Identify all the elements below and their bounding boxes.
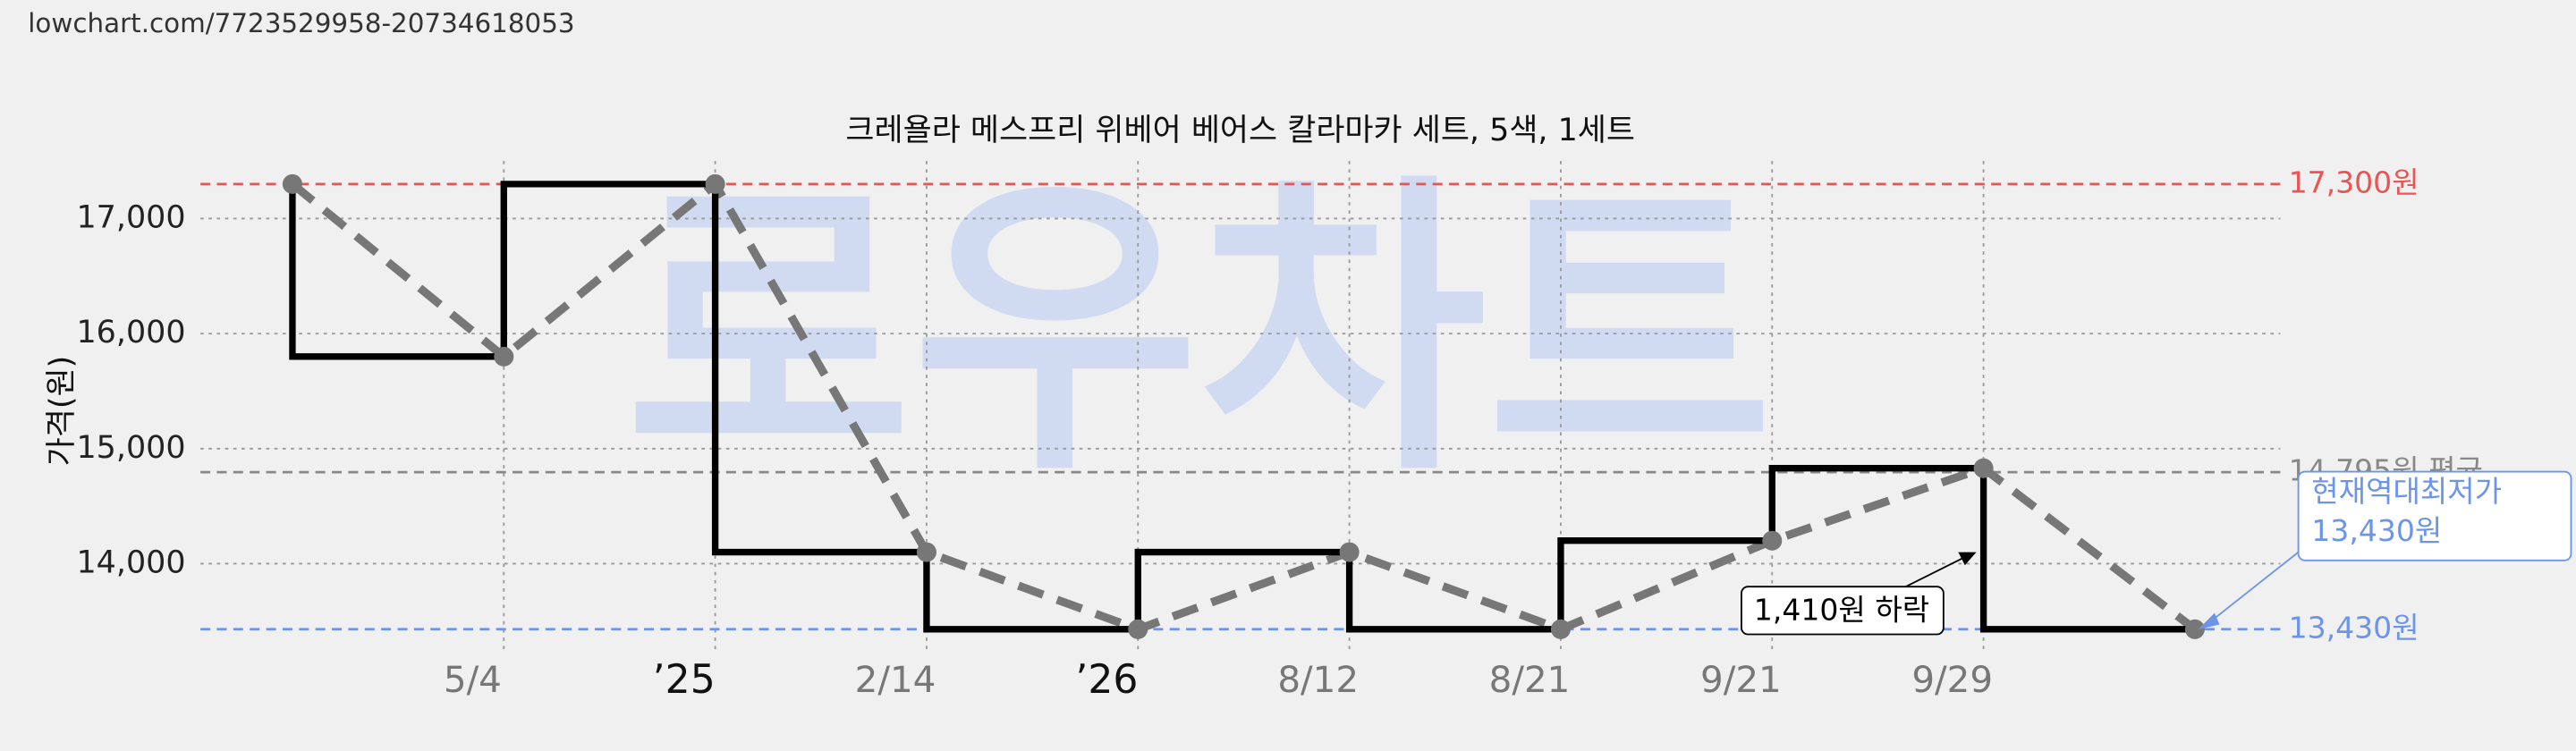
watermark: 로우차트 [625, 150, 1774, 513]
y-tick-label: 14,000 [76, 544, 185, 580]
x-tick-label: ’26 [1075, 657, 1138, 703]
annotation-text: 현재역대최저가 [2311, 474, 2502, 509]
step-segment [1557, 537, 1773, 629]
annotation-box [1741, 586, 1945, 636]
y-tick-label: 15,000 [76, 430, 185, 466]
x-tick-label: 8/21 [1489, 658, 1571, 701]
x-tick-label: 9/29 [1911, 658, 1993, 701]
y-tick-label: 16,000 [76, 315, 185, 350]
step-segment [500, 181, 716, 357]
point [916, 542, 936, 562]
x-tick-label: 8/12 [1277, 658, 1359, 701]
chart-title: 크레욜라 메스프리 위베어 베어스 칼라마카 세트, 5색, 1세트 [845, 113, 1635, 148]
arrow-head [2198, 612, 2220, 629]
step-segment [923, 552, 1139, 633]
point [494, 346, 514, 367]
url: lowchart.com/7723529958-20734618053 [28, 8, 574, 38]
point [1339, 542, 1360, 562]
annotation-arrow [1905, 554, 1969, 588]
step-segment [1134, 548, 1350, 629]
annotation-text: 1,410원 하락 [1754, 592, 1929, 627]
x-tick-label: 9/21 [1700, 658, 1782, 701]
annotation-arrow [2204, 551, 2300, 628]
x-tick-label: 2/14 [855, 658, 936, 701]
x-tick-label: ’25 [653, 657, 716, 703]
point [1550, 619, 1571, 639]
step-segment [711, 183, 927, 556]
point [705, 173, 725, 194]
trend-line [290, 177, 2198, 634]
step-segment [1768, 464, 1984, 541]
x-tick-label: 5/4 [444, 658, 502, 701]
reference-label: 13,430원 [2289, 610, 2419, 645]
point [1762, 530, 1783, 551]
arrow-head [1958, 552, 1977, 566]
point [2184, 619, 2205, 639]
point [282, 173, 302, 194]
annotation-box [2297, 470, 2572, 561]
step-segment [1979, 468, 2195, 633]
point [1128, 619, 1148, 639]
point [1973, 458, 1994, 478]
step-segment [289, 183, 504, 360]
step-segment [1345, 552, 1561, 633]
y-tick-label: 17,000 [76, 199, 185, 235]
annotation-text: 13,430원 [2311, 513, 2442, 548]
reference-label: 17,300원 [2289, 165, 2419, 199]
y-axis-label: 가격(원) [44, 356, 80, 467]
